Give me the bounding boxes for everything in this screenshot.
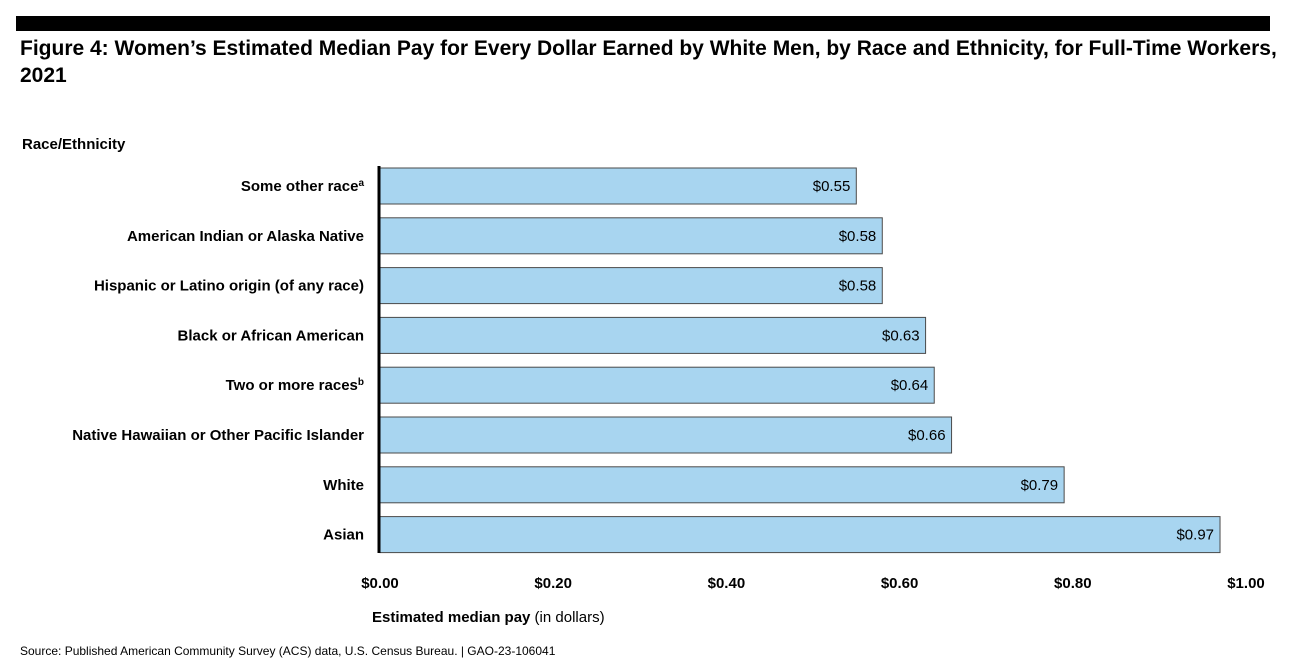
bar [379,167,857,205]
bar-value-label: $0.58 [839,228,877,245]
category-label: Asian [323,527,364,544]
bar [379,416,953,454]
x-tick-label: $1.00 [1227,575,1265,592]
chart-title: Figure 4: Women’s Estimated Median Pay f… [20,37,1277,87]
bar-value-label: $0.66 [908,427,946,444]
bar [379,316,927,354]
x-tick-label: $0.80 [1054,575,1092,592]
category-label: Some other racea [241,178,365,196]
bar-value-label: $0.55 [813,178,851,195]
bar [379,267,883,305]
bar [379,466,1065,504]
x-axis-label-units: (in dollars) [530,609,605,626]
bar-value-label: $0.63 [882,327,920,344]
category-label: American Indian or Alaska Native [127,228,364,245]
x-tick-label: $0.00 [361,575,399,592]
x-tick-label: $0.40 [708,575,746,592]
category-label: Black or African American [178,327,364,344]
bar-value-label: $0.97 [1176,527,1214,544]
bar-value-label: $0.79 [1021,477,1059,494]
x-axis-label: Estimated median pay (in dollars) [372,609,605,626]
title-bar-decoration [16,16,1270,31]
category-label: White [323,477,364,494]
category-axis-header: Race/Ethnicity [22,136,126,153]
category-label: Two or more racesb [226,377,364,395]
category-label: Hispanic or Latino origin (of any race) [94,278,364,295]
x-axis-label-main: Estimated median pay [372,609,531,626]
x-tick-label: $0.20 [534,575,572,592]
bar [379,217,883,255]
bar-value-label: $0.64 [891,377,929,394]
bar-value-label: $0.58 [839,278,877,295]
bar [379,516,1221,554]
category-label: Native Hawaiian or Other Pacific Islande… [72,427,364,444]
source-note: Source: Published American Community Sur… [20,644,556,658]
bar [379,366,935,404]
x-tick-label: $0.60 [881,575,919,592]
